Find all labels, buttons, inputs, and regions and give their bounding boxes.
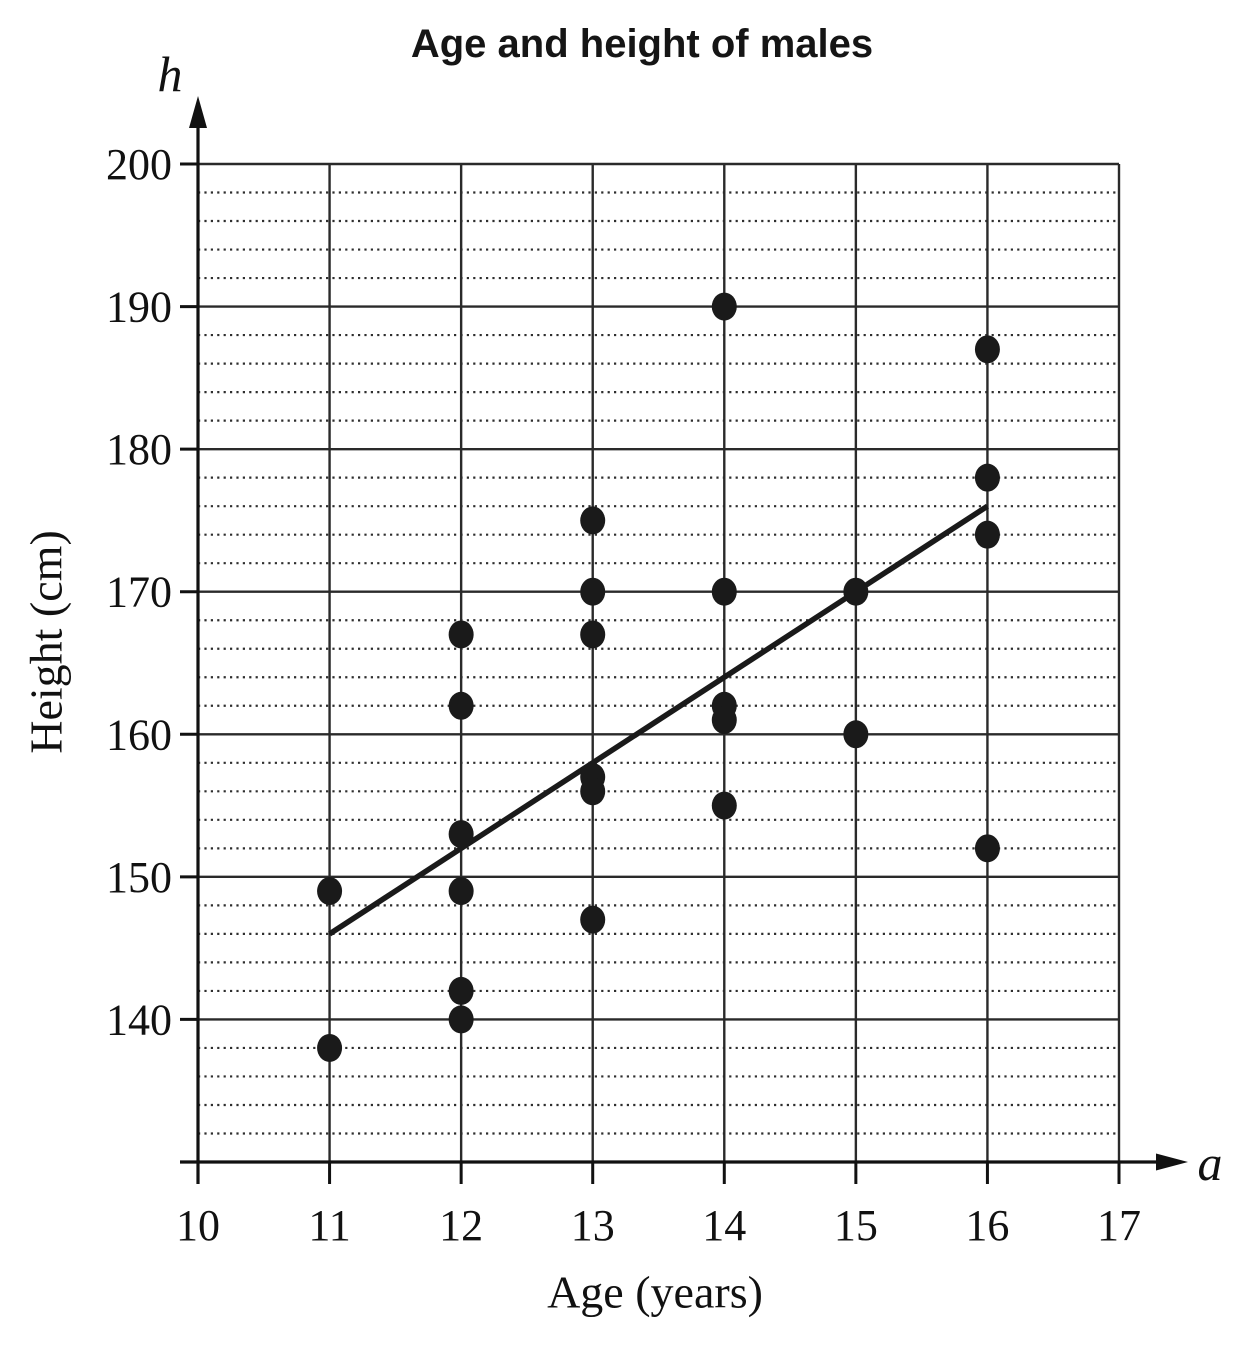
- data-point-age12-h167: [448, 620, 474, 649]
- y-axis-symbol: h: [157, 46, 183, 102]
- data-point-age12-h162: [448, 691, 474, 720]
- x-tick-label-17: 17: [1097, 1201, 1141, 1250]
- data-point-age16-h174: [974, 520, 1000, 549]
- y-axis-arrow: [189, 96, 207, 128]
- data-point-age11-h138: [317, 1033, 343, 1062]
- data-point-age14-h155: [711, 791, 737, 820]
- data-point-age12-h142: [448, 976, 474, 1005]
- y-tick-label-200: 200: [106, 140, 172, 189]
- y-tick-label-160: 160: [106, 710, 172, 759]
- data-point-age13-h156: [580, 777, 606, 806]
- data-point-age13-h167: [580, 620, 606, 649]
- x-tick-label-15: 15: [834, 1201, 878, 1250]
- x-tick-label-16: 16: [965, 1201, 1009, 1250]
- x-tick-label-12: 12: [439, 1201, 483, 1250]
- data-point-age16-h178: [974, 463, 1000, 492]
- y-tick-label-150: 150: [106, 853, 172, 902]
- data-point-age16-h152: [974, 834, 1000, 863]
- data-point-age14-h161: [711, 706, 737, 735]
- y-tick-label-190: 190: [106, 283, 172, 332]
- x-tick-label-13: 13: [571, 1201, 615, 1250]
- x-tick-label-14: 14: [702, 1201, 746, 1250]
- x-axis-title: Age (years): [547, 1266, 763, 1318]
- x-axis-arrow: [1156, 1153, 1188, 1171]
- data-point-age13-h147: [580, 905, 606, 934]
- data-point-age14-h170: [711, 577, 737, 606]
- chart-title: Age and height of males: [410, 22, 874, 66]
- data-point-age13-h170: [580, 577, 606, 606]
- data-point-age16-h187: [974, 335, 1000, 364]
- trend-line: [328, 503, 989, 937]
- data-point-age15-h170: [843, 577, 869, 606]
- data-point-age13-h175: [580, 506, 606, 535]
- x-tick-label-10: 10: [176, 1201, 220, 1250]
- y-tick-label-180: 180: [106, 425, 172, 474]
- x-axis-symbol: a: [1197, 1135, 1223, 1191]
- data-point-age15-h160: [843, 720, 869, 749]
- data-point-age12-h149: [448, 877, 474, 906]
- y-tick-label-170: 170: [106, 568, 172, 617]
- x-tick-label-11: 11: [308, 1201, 350, 1250]
- data-point-age12-h153: [448, 820, 474, 849]
- data-point-age11-h149: [317, 877, 343, 906]
- data-point-age12-h140: [448, 1005, 474, 1034]
- data-point-age14-h190: [711, 292, 737, 321]
- y-tick-label-140: 140: [106, 995, 172, 1044]
